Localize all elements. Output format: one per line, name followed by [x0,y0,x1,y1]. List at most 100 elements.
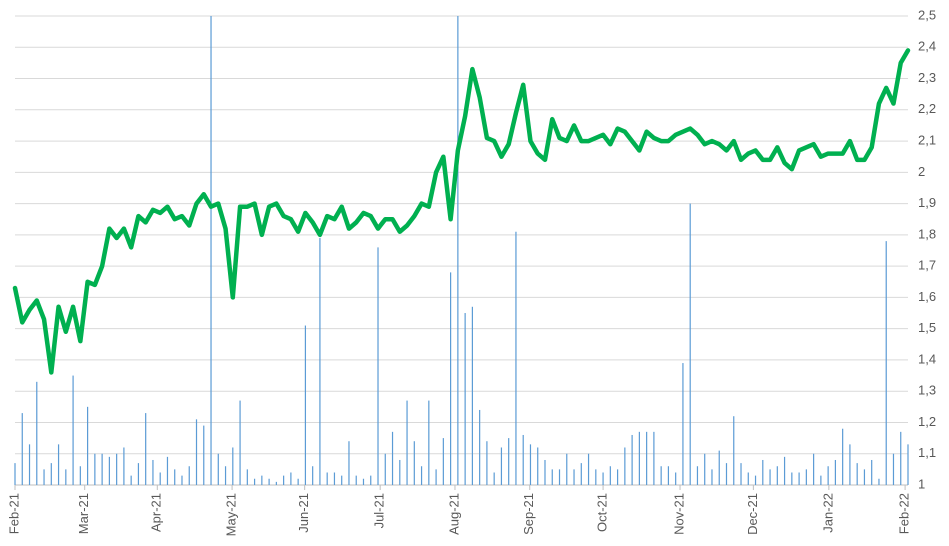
y-tick-label: 1,8 [918,226,936,241]
bar [500,447,503,485]
bar [667,466,670,485]
bar [362,478,365,485]
bar [65,469,67,485]
bar [907,444,909,485]
y-tick-label: 1,9 [918,195,936,210]
x-tick-label: Nov-21 [671,493,686,535]
bar [515,231,517,485]
bar [246,469,248,485]
bar [435,469,437,485]
x-tick-label: Sep-21 [521,493,536,535]
bar [442,438,444,485]
bar [166,456,169,485]
bar [348,441,350,485]
bar [464,313,466,485]
bar [718,450,720,485]
bar [856,463,858,485]
bar [224,466,227,485]
bar [137,463,140,485]
bar [341,475,343,485]
x-tick-label: Dec-21 [745,493,760,535]
bar [413,441,415,485]
bar [479,409,481,485]
x-tick-label: Aug-21 [446,493,461,535]
bar [420,466,423,485]
bar [312,466,314,485]
bar [283,475,285,485]
x-tick-label: Jun-21 [296,493,311,533]
bar [871,459,873,485]
x-tick-label: Feb-22 [897,493,912,534]
x-tick-label: Jan-22 [820,493,835,533]
x-tick-label: Feb-21 [6,493,21,534]
bar [297,478,299,485]
bar [79,466,81,485]
bar [551,469,553,485]
bar [660,466,662,485]
bar [892,453,895,485]
bar [116,453,118,485]
bar [522,434,524,485]
bar [689,203,691,485]
x-tick-label: May-21 [224,493,239,536]
bar [842,428,844,485]
bar [747,472,749,485]
bar [609,466,611,485]
bar [399,459,401,485]
y-tick-label: 1,4 [918,351,936,366]
bar [232,447,234,485]
y-tick-label: 2,3 [918,70,936,85]
bar [863,469,866,485]
y-tick-label: 2,2 [918,101,936,116]
bar [159,472,161,485]
x-tick-label: Oct-21 [595,493,610,532]
bar [370,475,372,485]
y-tick-label: 1,5 [918,320,936,335]
bar [108,456,110,485]
bar [704,453,706,485]
bar [791,472,793,485]
y-tick-label: 1 [918,476,925,491]
bar [646,431,648,485]
bar [776,466,778,485]
bar [813,453,815,485]
bar [188,466,190,485]
bar [36,381,38,485]
bar [28,444,31,485]
bar [740,463,742,485]
bar [834,459,836,485]
bar [631,434,633,485]
bar [573,469,575,485]
bar [682,363,684,485]
bar [798,472,800,485]
bar [406,400,408,485]
bar [471,306,473,485]
bar [733,416,735,485]
bar [558,469,561,485]
bar [261,475,263,485]
y-tick-label: 2,1 [918,133,936,148]
bar [769,469,771,485]
bar [595,469,597,485]
bar [57,444,60,485]
bar [428,400,430,485]
bar [638,431,640,485]
bar [290,472,292,485]
y-tick-label: 2,5 [918,7,936,22]
bar [849,444,851,485]
bar [174,469,176,485]
bar [675,472,677,485]
bar [900,431,902,485]
bar [827,466,829,485]
line [12,48,911,375]
bar [123,447,125,485]
bar [181,475,183,485]
bar [653,431,655,485]
y-tick-label: 1,6 [918,289,936,304]
bar [239,400,241,485]
bar [333,472,336,485]
bar [21,413,23,485]
y-tick-label: 1,1 [918,445,936,460]
bar [580,463,582,485]
bar [101,453,103,485]
